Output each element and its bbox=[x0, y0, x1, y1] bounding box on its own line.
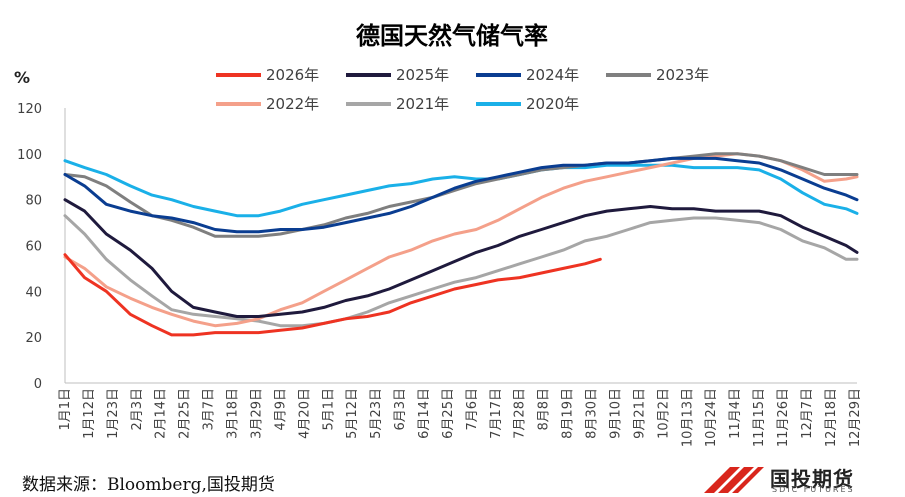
x-tick-label: 11月26日 bbox=[776, 388, 791, 447]
legend-label: 2024年 bbox=[526, 66, 579, 84]
series-line-2026 bbox=[63, 253, 602, 337]
x-tick-label: 9月10日 bbox=[608, 388, 623, 439]
x-tick-label: 11月4日 bbox=[728, 388, 743, 439]
x-tick-label: 12月7日 bbox=[800, 388, 815, 439]
logo: 国投期货 SDIC FUTURES bbox=[700, 463, 900, 495]
legend-label: 2026年 bbox=[266, 66, 319, 84]
x-tick-label: 2月3日 bbox=[130, 388, 145, 431]
x-tick-label: 10月13日 bbox=[680, 388, 695, 447]
x-tick-label: 1月23日 bbox=[106, 388, 121, 439]
x-tick-label: 1月1日 bbox=[58, 388, 73, 431]
legend-label: 2021年 bbox=[396, 95, 449, 113]
x-tick-label: 8月8日 bbox=[537, 388, 552, 431]
y-tick-label: 20 bbox=[25, 331, 42, 346]
chart-title: 德国天然气储气率 bbox=[356, 22, 548, 50]
series-line-2024 bbox=[63, 156, 859, 234]
x-tick-label: 3月7日 bbox=[202, 388, 217, 431]
x-tick-label: 6月25日 bbox=[441, 388, 456, 439]
x-tick-label: 3月29日 bbox=[249, 388, 264, 439]
x-tick-label: 4月9日 bbox=[273, 388, 288, 431]
x-tick-label: 8月19日 bbox=[561, 388, 576, 439]
x-tick-label: 7月6日 bbox=[465, 388, 480, 431]
x-tick-label: 6月14日 bbox=[417, 388, 432, 439]
legend-label: 2023年 bbox=[656, 66, 709, 84]
x-tick-label: 5月1日 bbox=[321, 388, 336, 431]
x-tick-label: 9月21日 bbox=[632, 388, 647, 439]
series-line-2021 bbox=[63, 214, 859, 328]
logo-subtitle: SDIC FUTURES bbox=[772, 485, 855, 494]
x-tick-label: 2月14日 bbox=[154, 388, 169, 439]
logo-icon bbox=[704, 467, 764, 493]
x-tick-label: 11月15日 bbox=[752, 388, 767, 447]
y-tick-label: 60 bbox=[25, 240, 42, 255]
x-tick-label: 3月18日 bbox=[226, 388, 241, 439]
x-tick-label: 5月23日 bbox=[369, 388, 384, 439]
y-tick-label: 80 bbox=[25, 194, 42, 209]
y-axis-unit: % bbox=[14, 68, 30, 87]
x-tick-label: 1月12日 bbox=[82, 388, 97, 439]
x-tick-label: 8月30日 bbox=[585, 388, 600, 439]
y-axis: 0 20 40 60 80 100 120 bbox=[17, 102, 66, 392]
x-axis: 1月1日 1月12日 1月23日 2月3日 2月14日 2月25日 3月7日 3月18日 3月2… bbox=[58, 382, 863, 447]
y-tick-label: 40 bbox=[25, 285, 42, 300]
chart: 德国天然气储气率 % 2026年 2025年 2024年 2023年 2022年 2021… bbox=[14, 22, 863, 447]
x-tick-label: 6月3日 bbox=[393, 388, 408, 431]
y-tick-label: 0 bbox=[34, 377, 42, 392]
x-tick-label: 10月24日 bbox=[704, 388, 719, 447]
legend-label: 2025年 bbox=[396, 66, 449, 84]
plot-area bbox=[63, 152, 859, 337]
x-tick-label: 2月25日 bbox=[178, 388, 193, 439]
series-line-2020 bbox=[63, 159, 859, 218]
y-tick-label: 120 bbox=[17, 102, 42, 117]
x-tick-label: 4月20日 bbox=[297, 388, 312, 439]
source-note: 数据来源：Bloomberg,国投期货 bbox=[22, 475, 275, 495]
x-tick-label: 7月28日 bbox=[513, 388, 528, 439]
x-tick-label: 7月17日 bbox=[489, 388, 504, 439]
y-tick-label: 100 bbox=[17, 148, 42, 163]
legend: 2026年 2025年 2024年 2023年 2022年 2021年 2020年 bbox=[216, 66, 709, 113]
x-tick-label: 12月18日 bbox=[824, 388, 839, 447]
x-tick-label: 10月2日 bbox=[656, 388, 671, 439]
x-tick-label: 12月29日 bbox=[848, 388, 863, 447]
logo-name: 国投期货 bbox=[770, 467, 854, 491]
x-tick-label: 5月12日 bbox=[345, 388, 360, 439]
series-line-2025 bbox=[63, 198, 859, 318]
legend-label: 2020年 bbox=[526, 95, 579, 113]
series-line-2023 bbox=[63, 152, 859, 238]
legend-label: 2022年 bbox=[266, 95, 319, 113]
